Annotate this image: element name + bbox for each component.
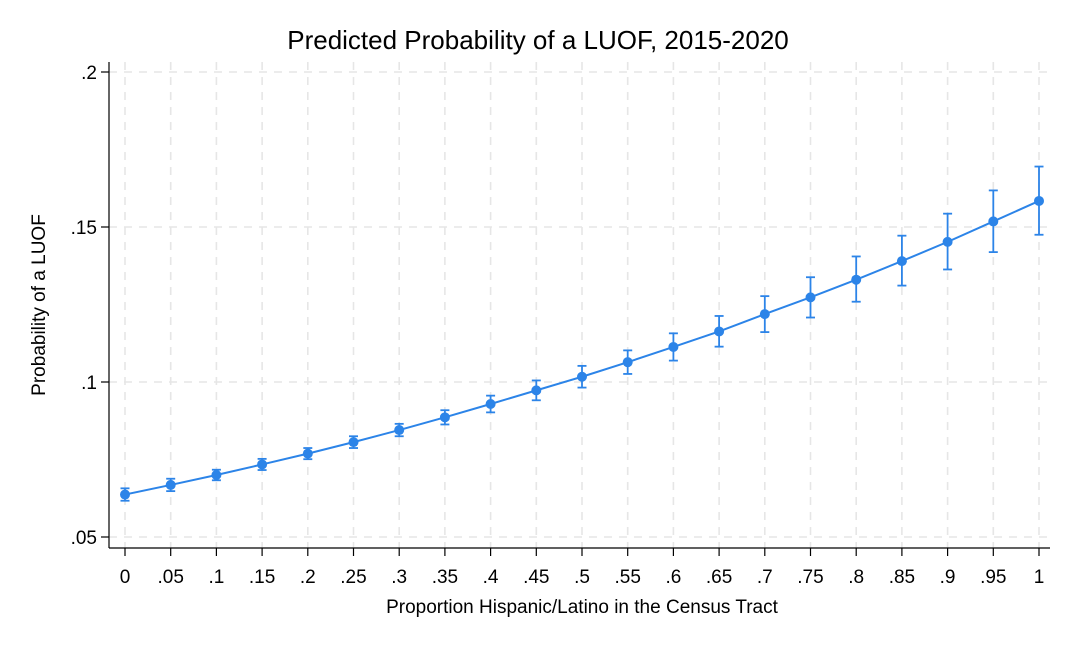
data-point [896,256,907,267]
x-tick-label: 0 [120,567,131,588]
data-point [485,399,496,410]
chart-title: Predicted Probability of a LUOF, 2015-20… [287,25,789,55]
y-tick-label: .1 [81,373,97,394]
data-point [805,292,816,303]
data-point [988,216,999,227]
data-point [1034,195,1044,206]
data-point [120,489,130,500]
data-point [851,274,862,285]
x-tick-label: .7 [757,567,773,588]
x-tick-label: .25 [340,567,366,588]
x-tick-label: 1 [1034,567,1045,588]
x-tick-label: .2 [300,567,316,588]
data-point [257,459,268,470]
data-point [668,341,679,352]
x-tick-label: .55 [614,567,640,588]
x-tick-label: .05 [157,567,183,588]
data-point [165,479,176,490]
data-point [439,412,450,423]
data-point [942,236,953,247]
y-tick-label: .2 [81,63,97,84]
data-point [531,385,542,396]
x-tick-label: .85 [889,567,915,588]
y-tick-label: .05 [71,528,97,549]
x-tick-label: .95 [980,567,1006,588]
data-point [302,448,313,459]
x-tick-label: .35 [432,567,458,588]
x-tick-label: .8 [848,567,864,588]
x-tick-label: .5 [574,567,590,588]
y-tick-label: .15 [71,218,97,239]
data-point [622,357,633,368]
x-tick-label: .15 [249,567,275,588]
data-point [759,309,770,320]
x-tick-label: .1 [208,567,224,588]
x-tick-label: .4 [483,567,499,588]
x-tick-label: .9 [940,567,956,588]
x-tick-label: .65 [706,567,732,588]
data-point [394,425,405,436]
x-tick-label: .6 [665,567,681,588]
series-layer [120,165,1044,502]
x-tick-label: .3 [391,567,407,588]
y-axis-label: Probability of a LUOF [29,214,50,396]
x-axis-label: Proportion Hispanic/Latino in the Census… [386,597,779,618]
data-point [577,371,587,382]
data-point [714,326,725,337]
x-tick-label: .75 [797,567,823,588]
data-point [211,470,222,480]
axis-layer: 0 .05 .1 .15 .2 .25 .3 .35 .4 .45 .5 .55 .6 .65 .7 .75.… [71,62,1050,588]
x-tick-label: .45 [523,567,549,588]
data-point [348,437,359,448]
